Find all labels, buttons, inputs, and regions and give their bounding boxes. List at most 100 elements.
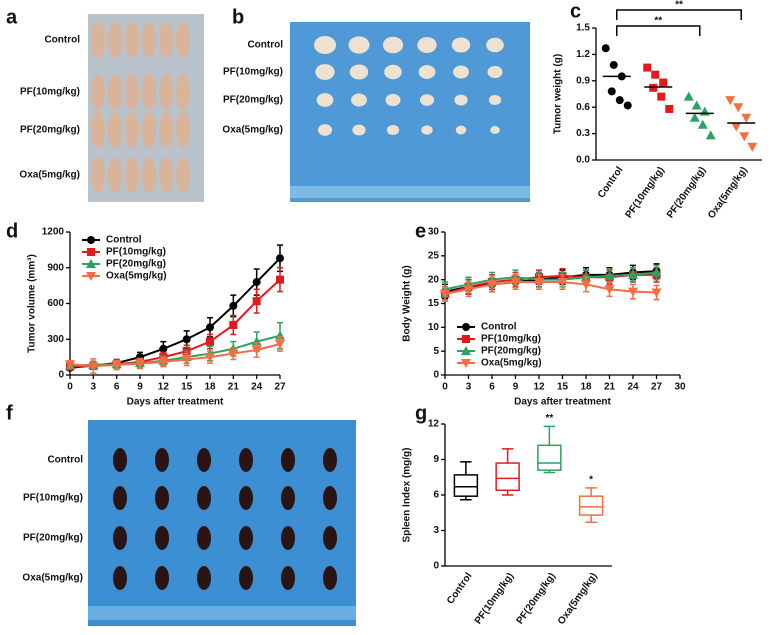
marker	[683, 91, 694, 101]
x-tick-label: Oxa(5mg/kg)	[706, 165, 750, 221]
specimen	[197, 526, 211, 550]
specimen	[113, 566, 127, 590]
ruler	[290, 186, 530, 198]
specimen	[281, 526, 295, 550]
y-tick-label: 6	[433, 490, 439, 501]
marker	[86, 272, 96, 281]
marker	[462, 335, 470, 343]
y-tick-label: 600	[47, 298, 64, 309]
marker	[461, 346, 471, 355]
marker	[88, 362, 99, 372]
legend-label: PF(20mg/kg)	[106, 259, 166, 270]
specimen	[490, 126, 500, 134]
marker	[649, 83, 658, 92]
specimen	[348, 36, 370, 54]
box	[537, 444, 562, 471]
marker	[251, 345, 262, 355]
x-tick-label: 6	[114, 382, 120, 393]
box	[495, 462, 520, 492]
marker	[135, 359, 145, 369]
specimen	[125, 157, 139, 193]
y-axis-label: Body Weight (g)	[402, 265, 413, 341]
marker	[276, 275, 284, 284]
x-tick-label: 3	[466, 382, 472, 393]
x-tick-label: 27	[651, 382, 663, 393]
specimen	[281, 566, 295, 590]
specimen	[197, 486, 211, 510]
marker	[609, 60, 618, 69]
marker	[731, 122, 742, 132]
x-tick-label: 0	[442, 382, 448, 393]
y-tick-label: 1.2	[576, 49, 590, 60]
x-tick-label: Oxa(5mg/kg)	[556, 571, 600, 627]
specimen	[142, 22, 156, 58]
panel-letter: d	[6, 220, 18, 242]
specimen	[486, 37, 504, 53]
specimen	[197, 566, 211, 590]
x-tick-label: 6	[489, 382, 495, 393]
legend-label: PF(10mg/kg)	[481, 334, 541, 345]
x-tick-label: 18	[204, 382, 216, 393]
x-tick-label: 0	[67, 382, 73, 393]
marker	[725, 96, 736, 106]
row-label: Control	[47, 455, 83, 466]
row-label: PF(10mg/kg)	[223, 67, 283, 78]
x-tick-label: 24	[627, 382, 639, 393]
marker	[229, 320, 238, 329]
marker	[111, 360, 122, 370]
marker	[159, 344, 168, 353]
marker	[739, 132, 750, 142]
x-tick-label: 12	[158, 382, 170, 393]
significance-label: **	[545, 413, 553, 424]
row-label: Oxa(5mg/kg)	[22, 573, 83, 584]
specimen	[125, 112, 139, 148]
significance-label: *	[589, 475, 593, 486]
x-tick-label: PF(20mg/kg)	[665, 165, 708, 220]
y-tick-label: 0.6	[576, 102, 590, 113]
row-label: Control	[44, 35, 80, 46]
marker	[206, 323, 214, 332]
marker	[643, 63, 652, 72]
y-tick-label: 0.0	[576, 155, 590, 166]
marker	[604, 270, 615, 280]
specimen	[197, 448, 211, 472]
y-tick-label: 0	[58, 370, 64, 381]
row-label: PF(10mg/kg)	[20, 87, 80, 98]
specimen	[176, 22, 190, 58]
y-tick-label: 20	[428, 274, 440, 285]
series-line	[444, 270, 657, 293]
marker	[733, 103, 744, 113]
x-tick-label: 9	[513, 382, 519, 393]
specimen	[91, 74, 105, 110]
specimen	[239, 448, 253, 472]
marker	[705, 130, 716, 140]
specimen	[91, 112, 105, 148]
marker	[276, 254, 284, 263]
specimen	[108, 157, 122, 193]
specimen	[419, 94, 435, 106]
marker	[534, 278, 544, 288]
specimen	[155, 526, 169, 550]
specimen	[176, 74, 190, 110]
panel-letter: c	[570, 0, 581, 22]
specimen	[384, 64, 402, 80]
row-label: PF(20mg/kg)	[223, 95, 283, 106]
x-tick-label: 27	[274, 382, 286, 393]
legend-label: Control	[481, 322, 517, 333]
row-label: PF(10mg/kg)	[23, 493, 83, 504]
marker	[158, 357, 169, 367]
marker	[182, 335, 191, 344]
specimen	[323, 566, 337, 590]
y-tick-label: 1200	[42, 227, 65, 238]
y-tick-label: 10	[428, 322, 440, 333]
y-tick-label: 0.3	[576, 128, 590, 139]
specimen	[113, 486, 127, 510]
legend-label: PF(10mg/kg)	[106, 247, 166, 258]
specimen	[421, 125, 433, 135]
y-tick-label: 900	[47, 262, 64, 273]
legend-label: Control	[106, 235, 142, 246]
x-tick-label: 12	[533, 382, 545, 393]
panel-letter: f	[6, 402, 13, 424]
